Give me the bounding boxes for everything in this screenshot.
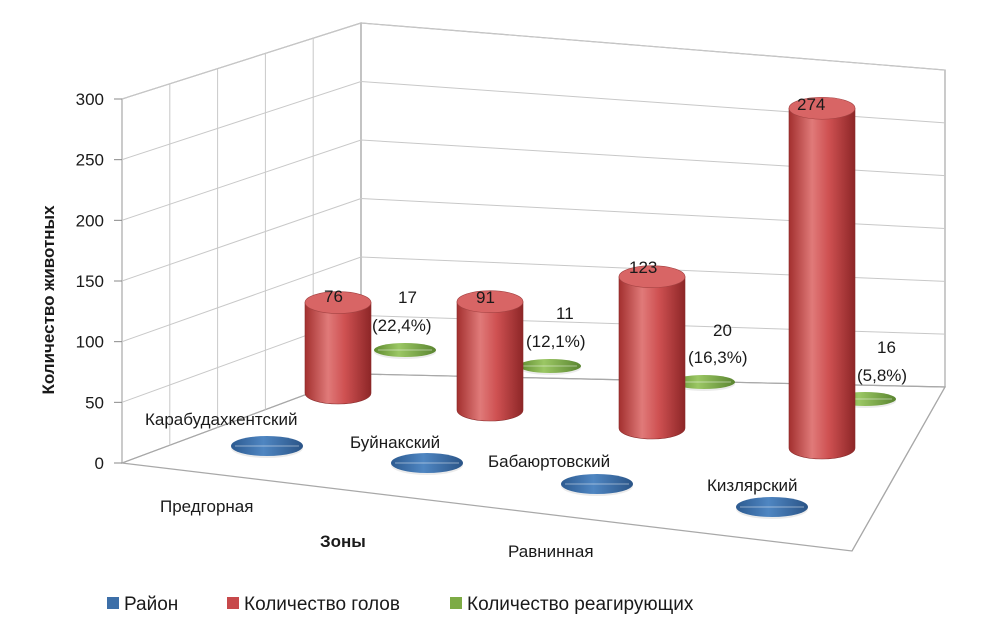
y-tick-label-5: 250: [76, 151, 104, 170]
bar-district-1: [391, 453, 463, 475]
bar-heads-2: [618, 265, 686, 440]
y-tick-label-6: 300: [76, 90, 104, 109]
data-label-react-pct-2: (16,3%): [688, 348, 748, 367]
y-axis: 0 50 100 150 200 250 300: [76, 90, 122, 473]
bar-react-2: [673, 375, 735, 391]
category-label-1: Буйнакский: [350, 433, 440, 452]
bar-district-2: [561, 474, 633, 496]
legend: Район Количество голов Количество реагир…: [107, 594, 694, 615]
data-label-react-3: 16: [877, 338, 896, 357]
bar-react-1: [519, 359, 581, 375]
data-label-react-pct-0: (22,4%): [372, 316, 432, 335]
bar-district-0: [231, 436, 303, 458]
legend-swatch-district: [107, 597, 119, 609]
category-label-3: Кизлярский: [707, 476, 798, 495]
y-tick-label-2: 100: [76, 333, 104, 352]
zone-label-0: Предгорная: [160, 497, 253, 516]
gridline-4: [121, 139, 946, 221]
data-label-heads-3: 274: [797, 95, 825, 114]
bar-heads-3: [788, 96, 856, 460]
data-label-heads-2: 123: [629, 258, 657, 277]
legend-label-react: Количество реагирующих: [467, 594, 694, 615]
legend-label-heads: Количество голов: [244, 594, 400, 615]
data-label-react-2: 20: [713, 321, 732, 340]
y-tick-label-3: 150: [76, 272, 104, 291]
legend-swatch-heads: [227, 597, 239, 609]
data-label-react-0: 17: [398, 288, 417, 307]
bar-heads-1: [456, 290, 524, 422]
data-label-react-pct-1: (12,1%): [526, 332, 586, 351]
data-label-react-pct-3: (5,8%): [857, 366, 907, 385]
bar-react-0: [374, 343, 436, 359]
category-label-0: Карабудахкентский: [145, 410, 297, 429]
data-label-heads-1: 91: [476, 288, 495, 307]
category-label-2: Бабаюртовский: [488, 452, 610, 471]
legend-label-district: Район: [124, 594, 178, 615]
y-tick-label-0: 0: [95, 454, 104, 473]
x-axis-title: Зоны: [320, 532, 366, 551]
bar-heads-0: [304, 291, 372, 405]
gridline-6: [121, 22, 946, 100]
data-label-react-1: 11: [556, 304, 574, 323]
y-tick-label-4: 200: [76, 211, 104, 230]
series-marks: [231, 96, 896, 519]
y-tick-label-1: 50: [85, 393, 104, 412]
y-axis-title: Количество животных: [39, 205, 58, 395]
bar-district-3: [736, 497, 808, 519]
legend-swatch-react: [450, 597, 462, 609]
gridline-5: [121, 80, 946, 161]
data-label-heads-0: 76: [324, 287, 343, 306]
gridline-2: [121, 256, 946, 343]
gridline-3: [121, 197, 946, 282]
zone-label-1: Равнинная: [508, 542, 594, 561]
